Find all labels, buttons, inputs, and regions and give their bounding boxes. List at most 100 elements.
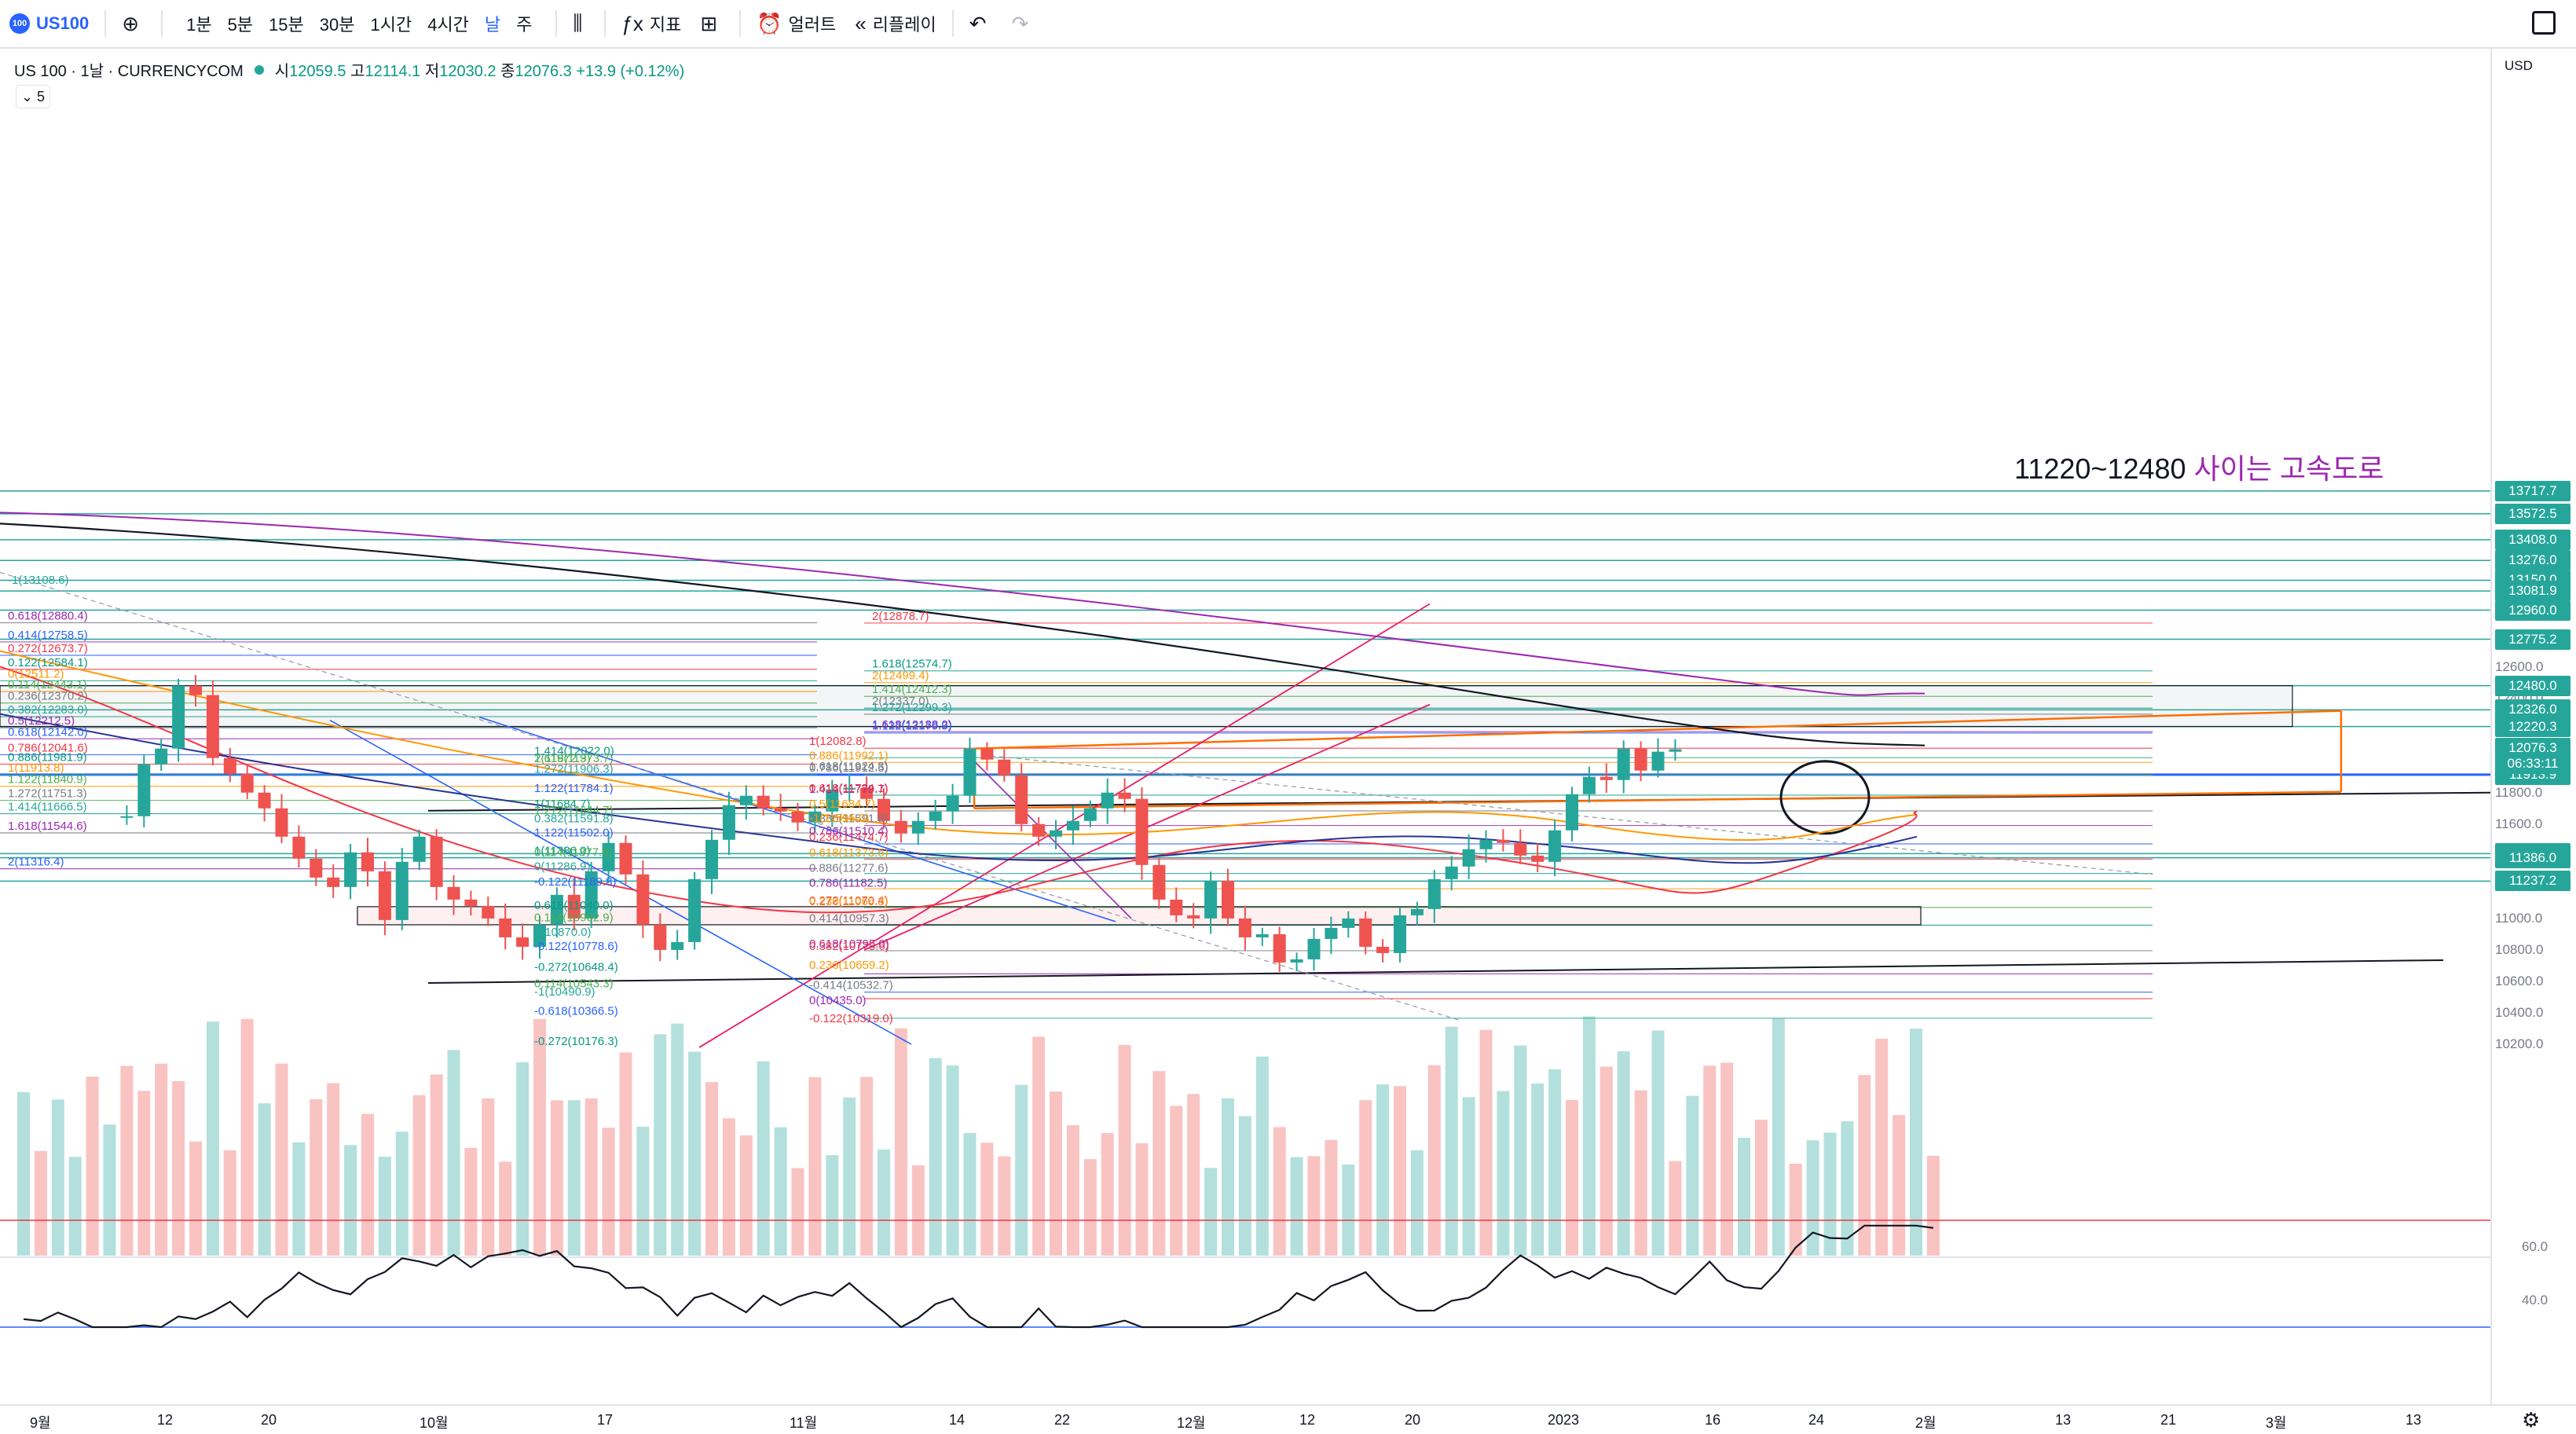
candle-body[interactable] — [516, 937, 529, 947]
candle-body[interactable] — [1255, 933, 1269, 937]
candle-body[interactable] — [1152, 864, 1166, 900]
support-range-box[interactable] — [357, 906, 1922, 926]
trendline-dashed[interactable] — [0, 571, 1462, 1021]
candle-body[interactable] — [1187, 915, 1200, 919]
candle-body[interactable] — [1170, 899, 1183, 915]
candle-body[interactable] — [980, 748, 994, 760]
rsi-line[interactable] — [23, 1224, 1934, 1329]
candle-body[interactable] — [1032, 823, 1046, 837]
candle-body[interactable] — [447, 886, 460, 900]
candle-body[interactable] — [894, 820, 907, 834]
candle-body[interactable] — [361, 852, 374, 871]
candle-body[interactable] — [430, 836, 443, 887]
candle-body[interactable] — [774, 808, 787, 812]
highway-range-box[interactable] — [0, 685, 2293, 728]
candle-body[interactable] — [1238, 918, 1251, 937]
candle-body[interactable] — [860, 787, 874, 799]
timeframe-1[interactable]: 5분 — [227, 15, 254, 35]
candle-body[interactable] — [412, 836, 426, 862]
time-axis[interactable] — [0, 1404, 2576, 1434]
candle-body[interactable] — [240, 773, 254, 793]
candle-body[interactable] — [1204, 880, 1218, 919]
timeframe-0[interactable]: 1분 — [186, 15, 212, 35]
candle-body[interactable] — [1479, 839, 1493, 849]
candle-body[interactable] — [1050, 830, 1062, 837]
compare-symbol-button[interactable]: ⊕ — [112, 0, 155, 47]
candle-body[interactable] — [499, 918, 512, 937]
alert-button[interactable]: ⏰ 얼러트 — [747, 0, 845, 47]
candle-body[interactable] — [292, 836, 306, 859]
candle-body[interactable] — [1445, 866, 1458, 879]
candle-body[interactable] — [1325, 927, 1338, 939]
candle-body[interactable] — [654, 924, 667, 950]
candle-body[interactable] — [1669, 749, 1682, 752]
indicators-button[interactable]: ƒx 지표 — [612, 0, 691, 47]
candle-body[interactable] — [1566, 794, 1578, 831]
candle-body[interactable] — [1427, 878, 1441, 909]
candle-body[interactable] — [1617, 748, 1630, 780]
candle-body[interactable] — [378, 871, 391, 920]
candle-body[interactable] — [584, 871, 598, 919]
candle-body[interactable] — [206, 695, 219, 758]
candle-body[interactable] — [1015, 775, 1028, 824]
replay-button[interactable]: « 리플레이 — [845, 0, 945, 47]
currency-label[interactable]: USD — [2505, 58, 2533, 73]
candle-body[interactable] — [826, 789, 839, 812]
candle-body[interactable] — [275, 808, 288, 837]
candle-body[interactable] — [482, 905, 495, 919]
sma-300-line[interactable] — [0, 512, 1926, 696]
candle-body[interactable] — [223, 757, 236, 774]
candle-body[interactable] — [1531, 855, 1545, 862]
candle-body[interactable] — [619, 842, 632, 875]
candle-body[interactable] — [1083, 808, 1097, 821]
candle-body[interactable] — [1634, 748, 1647, 771]
candle-body[interactable] — [533, 924, 546, 947]
trendline-blue[interactable] — [329, 719, 912, 1045]
timeframe-3[interactable]: 30분 — [319, 15, 355, 35]
timeframe-2[interactable]: 15분 — [269, 15, 304, 35]
chart-type-button[interactable]: ⫼ — [563, 0, 598, 47]
highlight-circle[interactable] — [1779, 760, 1871, 835]
candle-body[interactable] — [998, 759, 1011, 776]
ema-20-line[interactable] — [0, 666, 1918, 914]
candle-body[interactable] — [1290, 959, 1303, 963]
candle-body[interactable] — [963, 748, 977, 796]
timeframe-6[interactable]: 날 — [484, 15, 501, 35]
candle-body[interactable] — [327, 877, 340, 887]
candle-body[interactable] — [688, 878, 702, 942]
trendline-purple[interactable] — [973, 761, 1132, 919]
candle-body[interactable] — [137, 764, 151, 816]
timeframe-4[interactable]: 1시간 — [370, 15, 412, 35]
candle-body[interactable] — [1222, 880, 1234, 919]
candle-body[interactable] — [1101, 792, 1114, 809]
candle-body[interactable] — [1599, 776, 1613, 780]
candle-body[interactable] — [808, 811, 822, 823]
candle-body[interactable] — [1273, 933, 1286, 963]
candle-body[interactable] — [1462, 849, 1475, 867]
candle-body[interactable] — [1118, 792, 1131, 799]
candle-body[interactable] — [1376, 946, 1390, 953]
channel-bottom-line[interactable] — [973, 790, 2342, 810]
candle-body[interactable] — [120, 816, 134, 818]
candle-body[interactable] — [722, 805, 735, 840]
candle-body[interactable] — [671, 941, 684, 950]
candle-body[interactable] — [1307, 938, 1321, 959]
candle-body[interactable] — [636, 874, 650, 925]
timeframe-7[interactable]: 주 — [516, 15, 533, 35]
candle-body[interactable] — [757, 795, 770, 809]
candle-body[interactable] — [310, 858, 323, 878]
trendline-pink[interactable] — [698, 603, 1431, 1048]
undo-button[interactable]: ↶ — [960, 0, 1002, 47]
candle-body[interactable] — [602, 842, 615, 871]
candle-body[interactable] — [1066, 820, 1079, 831]
candle-body[interactable] — [946, 795, 959, 812]
symbol-search-button[interactable]: 100 US100 — [0, 0, 98, 47]
candle-body[interactable] — [550, 894, 563, 925]
candle-body[interactable] — [344, 852, 357, 887]
candle-body[interactable] — [739, 795, 753, 805]
candle-body[interactable] — [1514, 842, 1527, 856]
candle-body[interactable] — [258, 792, 271, 809]
candle-body[interactable] — [929, 811, 942, 821]
candle-body[interactable] — [155, 748, 168, 765]
gear-icon[interactable]: ⚙ — [2522, 1408, 2541, 1432]
